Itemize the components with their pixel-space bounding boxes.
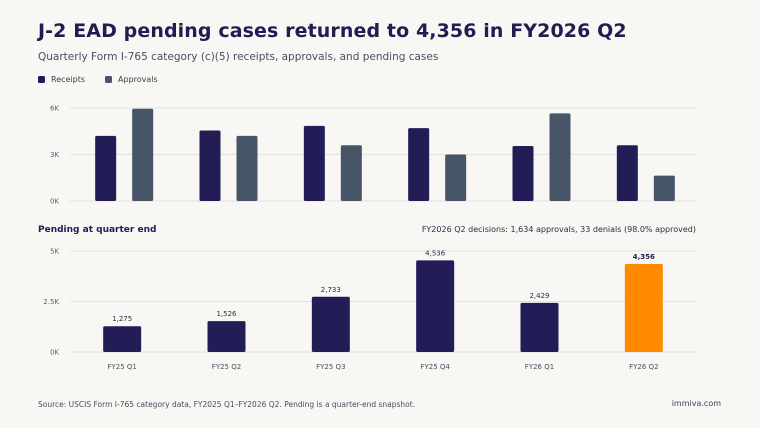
approvals-bar	[340, 145, 362, 201]
data-label: 2,429	[529, 292, 549, 300]
pending-bar	[520, 302, 559, 352]
brand-label: immiva.com	[671, 399, 721, 408]
data-label: 1,275	[112, 315, 132, 323]
approvals-bar	[445, 154, 467, 201]
source-footer: Source: USCIS Form I-765 category data, …	[38, 400, 416, 409]
pending-bar-highlight	[624, 264, 663, 352]
receipts-bar	[616, 145, 638, 201]
legend-item-receipts: Receipts	[38, 75, 85, 84]
data-label: 2,733	[321, 286, 341, 294]
receipts-bar	[512, 145, 534, 201]
legend-swatch-approvals	[105, 76, 113, 83]
approvals-bar	[236, 135, 258, 201]
x-category-label: FY25 Q3	[316, 363, 345, 371]
receipts-bar	[199, 130, 221, 201]
y-tick-label: 3K	[50, 151, 59, 159]
receipts-bar	[408, 128, 430, 201]
receipts-bar	[95, 135, 117, 201]
data-label: 1,526	[216, 310, 237, 318]
y-tick-label: 6K	[50, 105, 59, 113]
pending-bar	[207, 321, 246, 352]
x-category-label: FY25 Q2	[212, 363, 241, 371]
pending-section-label: Pending at quarter end	[38, 225, 157, 235]
y-tick-label: 5K	[50, 248, 59, 256]
receipts-bar	[303, 125, 325, 201]
pending-bar	[416, 260, 455, 352]
y-tick-label: 0K	[50, 198, 59, 206]
legend-label-receipts: Receipts	[51, 75, 86, 84]
x-category-label: FY25 Q4	[420, 363, 450, 371]
approvals-bar	[549, 113, 571, 201]
x-category-label: FY25 Q1	[107, 363, 136, 371]
y-tick-label: 2.5K	[43, 298, 59, 306]
pending-bar	[311, 296, 350, 352]
legend-swatch-receipts	[38, 76, 45, 83]
x-category-label: FY26 Q2	[629, 363, 658, 371]
approvals-bar	[653, 175, 675, 201]
pending-bar	[103, 326, 142, 352]
y-tick-label: 0K	[50, 349, 59, 357]
legend-item-approvals: Approvals	[105, 75, 158, 84]
x-category-label: FY26 Q1	[525, 363, 554, 371]
data-label: 4,536	[425, 249, 446, 257]
data-label: 4,356	[633, 253, 655, 261]
chart-title: J-2 EAD pending cases returned to 4,356 …	[38, 20, 627, 42]
approvals-bar	[132, 108, 154, 201]
chart-subtitle: Quarterly Form I-765 category (c)(5) rec…	[38, 51, 439, 63]
decisions-note: FY2026 Q2 decisions: 1,634 approvals, 33…	[421, 225, 696, 234]
legend: Receipts Approvals	[38, 75, 172, 84]
legend-label-approvals: Approvals	[118, 75, 158, 84]
